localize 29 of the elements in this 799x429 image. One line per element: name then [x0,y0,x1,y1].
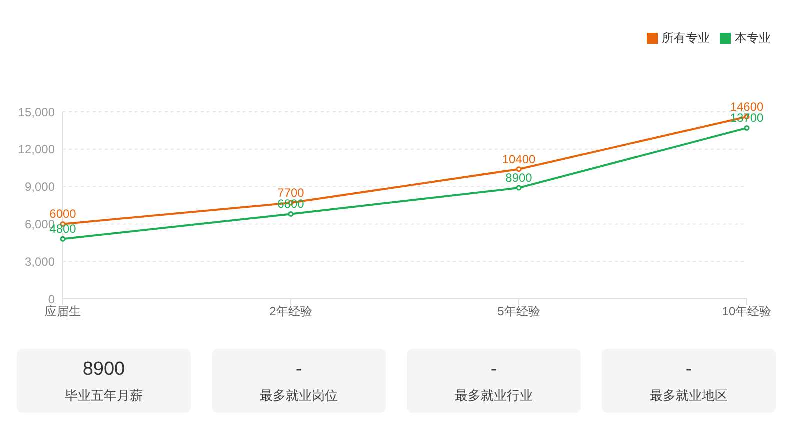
legend-label: 所有专业 [662,31,710,45]
point [744,125,750,131]
point [516,185,522,191]
text: 最多就业地区 [649,387,729,405]
text: 8900 [82,358,126,381]
data-label: 14600 [730,100,764,114]
x-tick-label: 5年经验 [498,304,540,319]
text: - [684,358,694,381]
text: - [490,358,498,381]
point [288,211,294,217]
text: 最多就业岗位 [259,387,339,405]
y-tick-label: 0 [48,292,56,306]
text: - [294,358,304,381]
x-tick-label: 应届生 [45,304,81,319]
x-tick-label: 2年经验 [270,304,312,319]
y-tick-label: 3,000 [24,254,56,269]
point [60,236,66,242]
y-tick-label: 9,000 [24,180,56,194]
data-label: 7700 [278,186,305,200]
text: 毕业五年月薪 [64,387,144,405]
y-tick-label: 15,000 [18,105,56,120]
data-label: 8900 [506,171,533,186]
data-label: 6000 [50,207,77,222]
text: 最多就业行业 [454,387,534,405]
legend-label: 本专业 [735,31,771,45]
y-tick-label: 12,000 [18,142,56,157]
point [516,166,522,172]
x-tick-label: 10年经验 [722,304,772,319]
data-label: 10400 [502,152,536,166]
